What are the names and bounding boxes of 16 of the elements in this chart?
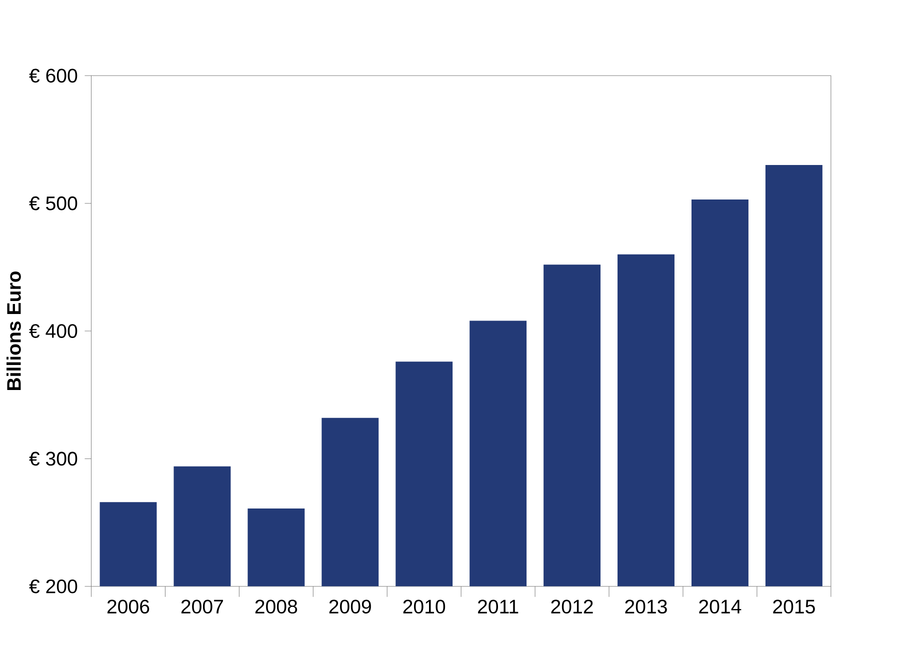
x-tick-label: 2011 <box>478 600 518 614</box>
x-tick-label: 2015 <box>773 600 815 614</box>
y-axis-title: Billions Euro <box>6 272 21 390</box>
x-tick-label: 2014 <box>699 600 742 614</box>
x-tick-label: 2013 <box>625 600 667 614</box>
y-tick-label: € 200 <box>29 580 78 594</box>
y-tick-label: € 500 <box>29 196 78 210</box>
x-tick-label: 2006 <box>107 600 150 614</box>
x-tick-label: 2008 <box>255 600 298 614</box>
y-tick-label: € 600 <box>29 68 78 83</box>
x-tick-label: 2007 <box>181 600 223 614</box>
x-tick-label: 2010 <box>403 600 446 614</box>
y-tick-label: € 400 <box>29 324 78 338</box>
y-tick-label: € 300 <box>29 452 78 466</box>
x-tick-label: 2012 <box>551 600 593 614</box>
x-tick-label: 2009 <box>329 600 371 614</box>
